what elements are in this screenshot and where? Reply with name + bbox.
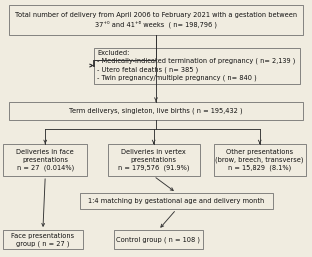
FancyBboxPatch shape	[9, 102, 303, 120]
Text: Other presentations
(brow, breech, transverse)
n = 15,829  (8.1%): Other presentations (brow, breech, trans…	[216, 149, 304, 171]
FancyBboxPatch shape	[80, 193, 273, 209]
Text: Excluded:
- Medically-indicated termination of pregnancy ( n= 2,139 )
- Utero fe: Excluded: - Medically-indicated terminat…	[97, 50, 296, 81]
Text: 1:4 matching by gestational age and delivery month: 1:4 matching by gestational age and deli…	[88, 198, 264, 204]
FancyBboxPatch shape	[94, 48, 300, 84]
FancyBboxPatch shape	[3, 230, 83, 249]
Text: Control group ( n = 108 ): Control group ( n = 108 )	[116, 236, 200, 243]
Text: Deliveries in vertex
presentations
n = 179,576  (91.9%): Deliveries in vertex presentations n = 1…	[118, 149, 189, 171]
Text: Total number of delivery from April 2006 to February 2021 with a gestation betwe: Total number of delivery from April 2006…	[15, 12, 297, 28]
FancyBboxPatch shape	[3, 144, 87, 176]
Text: Deliveries in face
presentations
n = 27  (0.014%): Deliveries in face presentations n = 27 …	[16, 149, 74, 171]
FancyBboxPatch shape	[114, 230, 203, 249]
FancyBboxPatch shape	[9, 5, 303, 35]
Text: Face presentations
group ( n = 27 ): Face presentations group ( n = 27 )	[11, 233, 75, 247]
FancyBboxPatch shape	[214, 144, 306, 176]
FancyBboxPatch shape	[108, 144, 200, 176]
Text: Term deliverys, singleton, live births ( n = 195,432 ): Term deliverys, singleton, live births (…	[69, 107, 243, 114]
